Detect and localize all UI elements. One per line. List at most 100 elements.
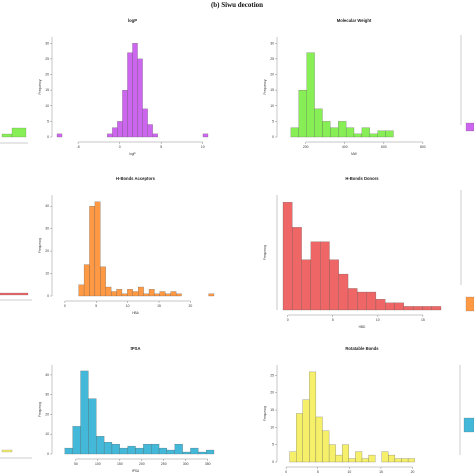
y-tick-label: 5: [272, 119, 274, 123]
histogram-bar: [198, 451, 207, 455]
cropped-bar: [0, 292, 29, 296]
x-tick-label: 10: [347, 470, 351, 474]
y-tick-label: 10: [270, 425, 274, 429]
histogram-bar: [64, 447, 73, 455]
histogram-bar: [296, 413, 303, 463]
x-tick-label: 10: [376, 318, 380, 322]
cropped-bar: [1, 449, 13, 453]
x-tick-label: 0: [64, 304, 66, 308]
y-tick-label: 20: [45, 73, 49, 77]
x-tick-label: -5: [77, 145, 80, 149]
x-tick-label: 20: [189, 304, 193, 308]
y-tick-label: 20: [45, 412, 49, 416]
histogram-bar: [306, 52, 315, 138]
histogram-bar: [348, 458, 356, 463]
histogram-bar: [202, 133, 209, 138]
y-tick-label: 10: [270, 104, 274, 108]
histogram-bar: [111, 443, 120, 455]
x-tick-label: 100: [95, 462, 101, 466]
y-tick-label: 10: [45, 272, 49, 276]
histogram-6: Rotatable Bonds 0 5 10 15 20 25 Frequency 0 5 10 15…: [263, 346, 415, 474]
x-tick-label: 10: [201, 145, 205, 149]
x-tick-label: 800: [420, 145, 426, 149]
histogram-bar: [208, 293, 215, 297]
histogram-bar: [116, 289, 123, 297]
histogram-bar: [375, 299, 386, 311]
x-axis-label: logP: [129, 152, 135, 156]
cropped-right-panels: [459, 35, 474, 455]
histogram-bar: [112, 127, 118, 138]
chart-title: tPSA: [130, 346, 140, 351]
histogram-bar: [190, 447, 199, 455]
histogram-bar: [103, 442, 113, 455]
histogram-bar: [100, 266, 106, 297]
x-tick-label: 0: [285, 470, 287, 474]
x-tick-label: 0: [119, 145, 121, 149]
y-tick-label: 15: [270, 408, 274, 412]
y-tick-label: 15: [270, 88, 274, 92]
histogram-bar: [137, 58, 143, 138]
y-tick-label: 25: [270, 57, 274, 61]
x-tick-label: 15: [157, 304, 161, 308]
chart-title: Rotatable Bonds: [345, 346, 379, 351]
histogram-bar: [182, 451, 191, 455]
x-axis-label: HBD: [359, 325, 366, 329]
histogram-bar: [127, 289, 133, 297]
histogram-bar: [342, 444, 349, 463]
histogram-bar: [143, 443, 152, 455]
y-axis-label: Frequency: [38, 402, 42, 417]
histogram-bar: [289, 451, 297, 463]
histogram-bar: [369, 133, 378, 138]
x-tick-label: 200: [139, 462, 145, 466]
histogram-bar: [394, 302, 404, 311]
histogram-bar: [117, 121, 123, 138]
histogram-bar: [385, 302, 395, 311]
histogram-bar: [368, 454, 376, 463]
histogram-bar: [138, 286, 144, 297]
histogram-bar: [407, 458, 415, 463]
histogram-bar: [322, 430, 330, 463]
histogram-bar: [88, 398, 97, 455]
histogram-bar: [105, 286, 112, 297]
histogram-bar: [361, 458, 369, 463]
histogram-4: H-Bonds Donors Frequency 0 5 10 15 HBD: [263, 176, 442, 329]
histogram-bar: [166, 449, 175, 455]
histogram-bar: [122, 90, 128, 138]
y-tick-label: 20: [270, 391, 274, 395]
x-tick-label: 5: [317, 470, 319, 474]
histogram-bar: [94, 201, 101, 297]
x-tick-label: 200: [303, 145, 309, 149]
x-axis-label: tPSA: [132, 469, 140, 473]
cropped-bar: [11, 127, 27, 138]
y-tick-label: 15: [45, 88, 49, 92]
y-tick-label: 40: [45, 373, 49, 377]
histogram-bar: [142, 108, 148, 138]
x-tick-label: 15: [379, 470, 383, 474]
histogram-bar: [320, 241, 330, 311]
y-tick-label: 25: [45, 57, 49, 61]
histogram-bar: [154, 293, 160, 297]
x-tick-label: 0: [287, 318, 289, 322]
y-axis-label: Frequency: [263, 406, 267, 421]
x-axis-label: MW: [351, 152, 357, 156]
histogram-bar: [330, 127, 339, 138]
x-tick-label: 20: [411, 470, 415, 474]
y-tick-label: 10: [45, 104, 49, 108]
histogram-bar: [385, 130, 394, 138]
histogram-bar: [132, 43, 138, 138]
chart-title: H-Bonds Acceptors: [116, 176, 156, 181]
y-tick-label: 30: [270, 41, 274, 45]
y-axis-label: Frequency: [38, 79, 42, 94]
histogram-bar: [338, 121, 347, 138]
histogram-bar: [143, 293, 150, 297]
histogram-bar: [127, 52, 133, 138]
histogram-bar: [401, 458, 409, 463]
y-tick-label: 0: [47, 294, 49, 298]
histogram-bar: [335, 454, 343, 463]
histogram-bar: [158, 447, 168, 455]
histogram-bar: [309, 371, 317, 463]
histogram-1: logP 0 5 10 15 20 25 30 Frequency -5 0 5 10 logP: [38, 18, 209, 156]
y-axis-label: Frequency: [263, 245, 267, 260]
histogram-bar: [298, 90, 307, 138]
